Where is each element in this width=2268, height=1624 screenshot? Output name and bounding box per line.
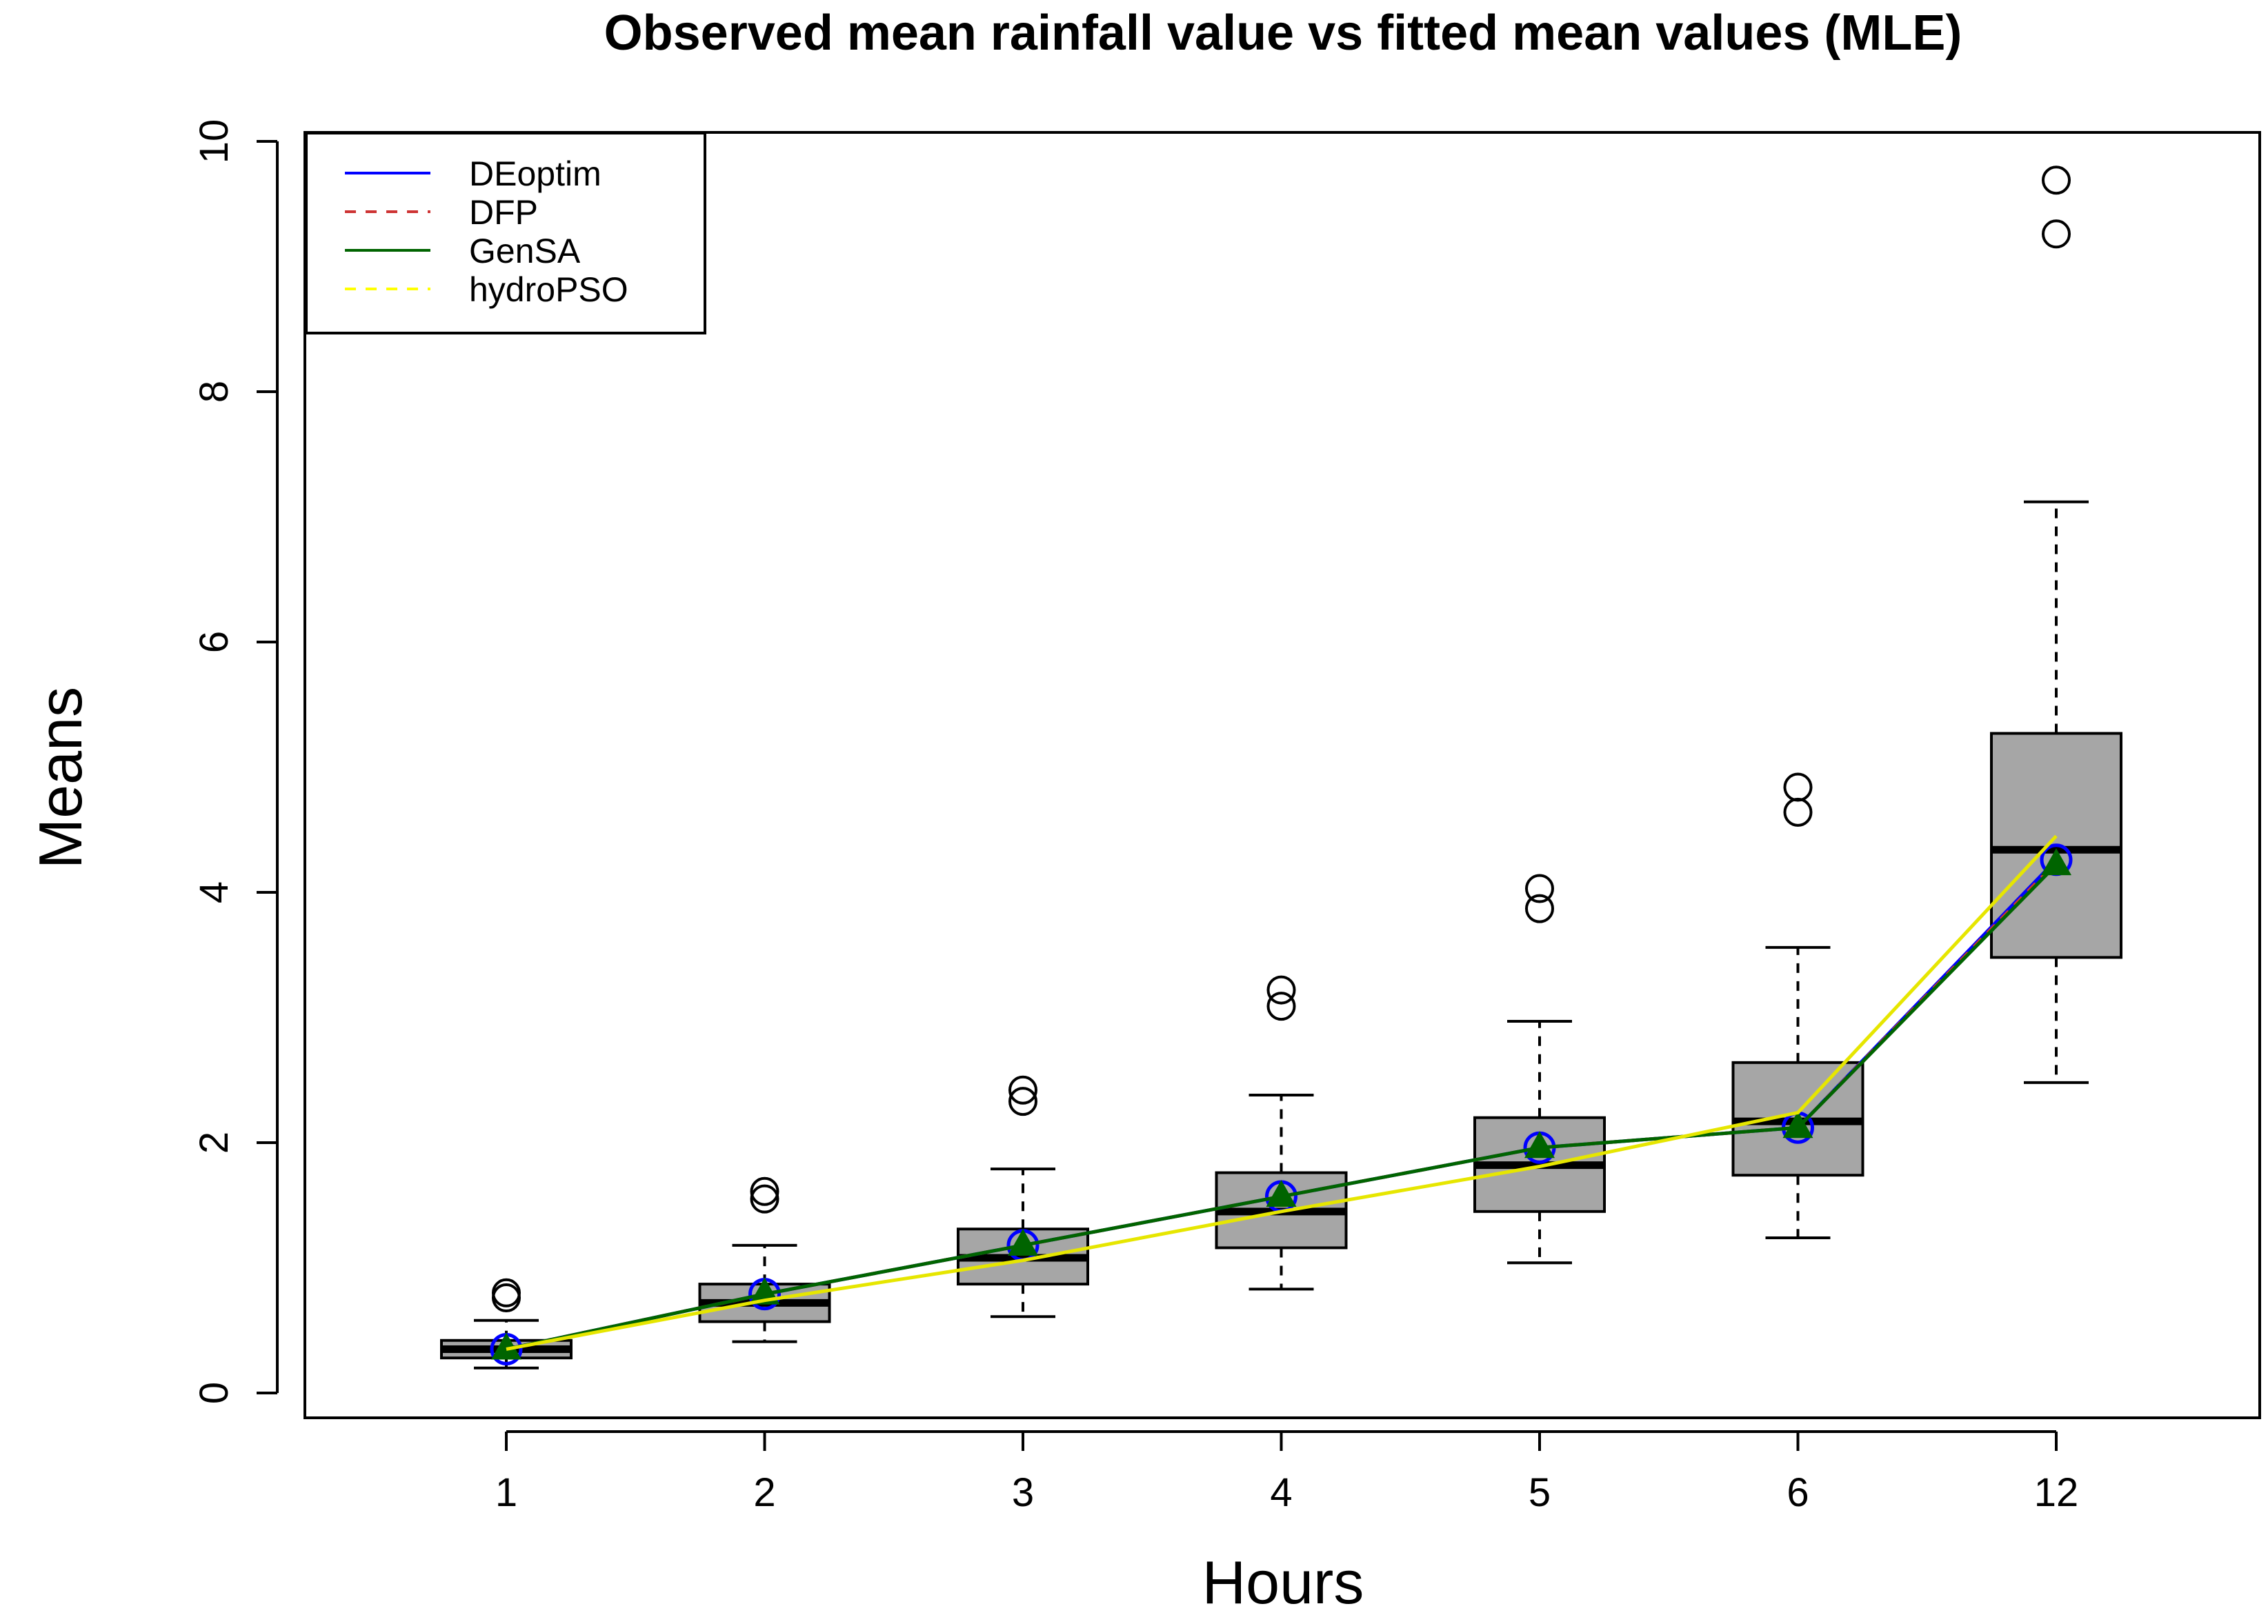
boxplot-12 <box>1990 166 2122 1084</box>
x-tick-label: 4 <box>1270 1470 1292 1515</box>
legend-box <box>305 132 706 334</box>
outlier-point <box>750 1176 779 1206</box>
plot-frame <box>304 131 2261 1419</box>
x-tick-label: 5 <box>1529 1470 1551 1515</box>
boxplot-6 <box>1731 772 1864 1239</box>
y-axis-title: Means <box>26 687 94 869</box>
legend-label-dfp: DFP <box>469 193 538 232</box>
x-tick-label: 2 <box>753 1470 775 1515</box>
outlier-point <box>1008 1087 1037 1116</box>
legend-label-hydropso: hydroPSO <box>469 270 628 309</box>
series-point-gensa <box>491 1332 521 1360</box>
x-tick-label: 12 <box>2034 1470 2079 1515</box>
series-point-gensa <box>1782 1111 1813 1139</box>
series-point-gensa <box>1266 1180 1297 1207</box>
boxplot-2 <box>698 1176 831 1343</box>
outlier-point <box>2042 166 2071 195</box>
series-point-gensa <box>2041 848 2071 876</box>
series-point-gensa <box>1008 1228 1038 1256</box>
x-tick-label: 3 <box>1012 1470 1034 1515</box>
boxplot-4 <box>1215 975 1348 1291</box>
y-tick-label: 4 <box>192 881 237 903</box>
outlier-point <box>2042 219 2071 249</box>
outlier-point <box>1525 874 1554 903</box>
y-tick-label: 10 <box>192 119 237 164</box>
x-axis-title: Hours <box>1202 1548 1364 1616</box>
y-tick-label: 0 <box>192 1382 237 1404</box>
outlier-point <box>750 1184 779 1214</box>
series-line-hydropso <box>506 834 2058 1351</box>
y-tick-label: 8 <box>192 381 237 403</box>
outlier-point <box>1266 975 1296 1005</box>
outlier-point <box>1525 894 1554 923</box>
outlier-point <box>1008 1075 1037 1105</box>
series-point-gensa <box>1524 1131 1555 1159</box>
legend-label-deoptim: DEoptim <box>469 154 601 193</box>
y-tick-label: 6 <box>192 631 237 653</box>
y-tick-label: 2 <box>192 1132 237 1154</box>
x-tick-label: 1 <box>495 1470 517 1515</box>
legend-label-gensa: GenSA <box>469 232 581 270</box>
outlier-point <box>1783 772 1813 802</box>
chart-title: Observed mean rainfall value vs fitted m… <box>604 6 1962 61</box>
boxplot-5 <box>1473 874 1606 1265</box>
outlier-point <box>1266 992 1296 1021</box>
outlier-point <box>492 1278 521 1307</box>
outlier-point <box>1783 797 1813 827</box>
x-tick-label: 6 <box>1787 1470 1809 1515</box>
boxplot-3 <box>957 1075 1089 1319</box>
